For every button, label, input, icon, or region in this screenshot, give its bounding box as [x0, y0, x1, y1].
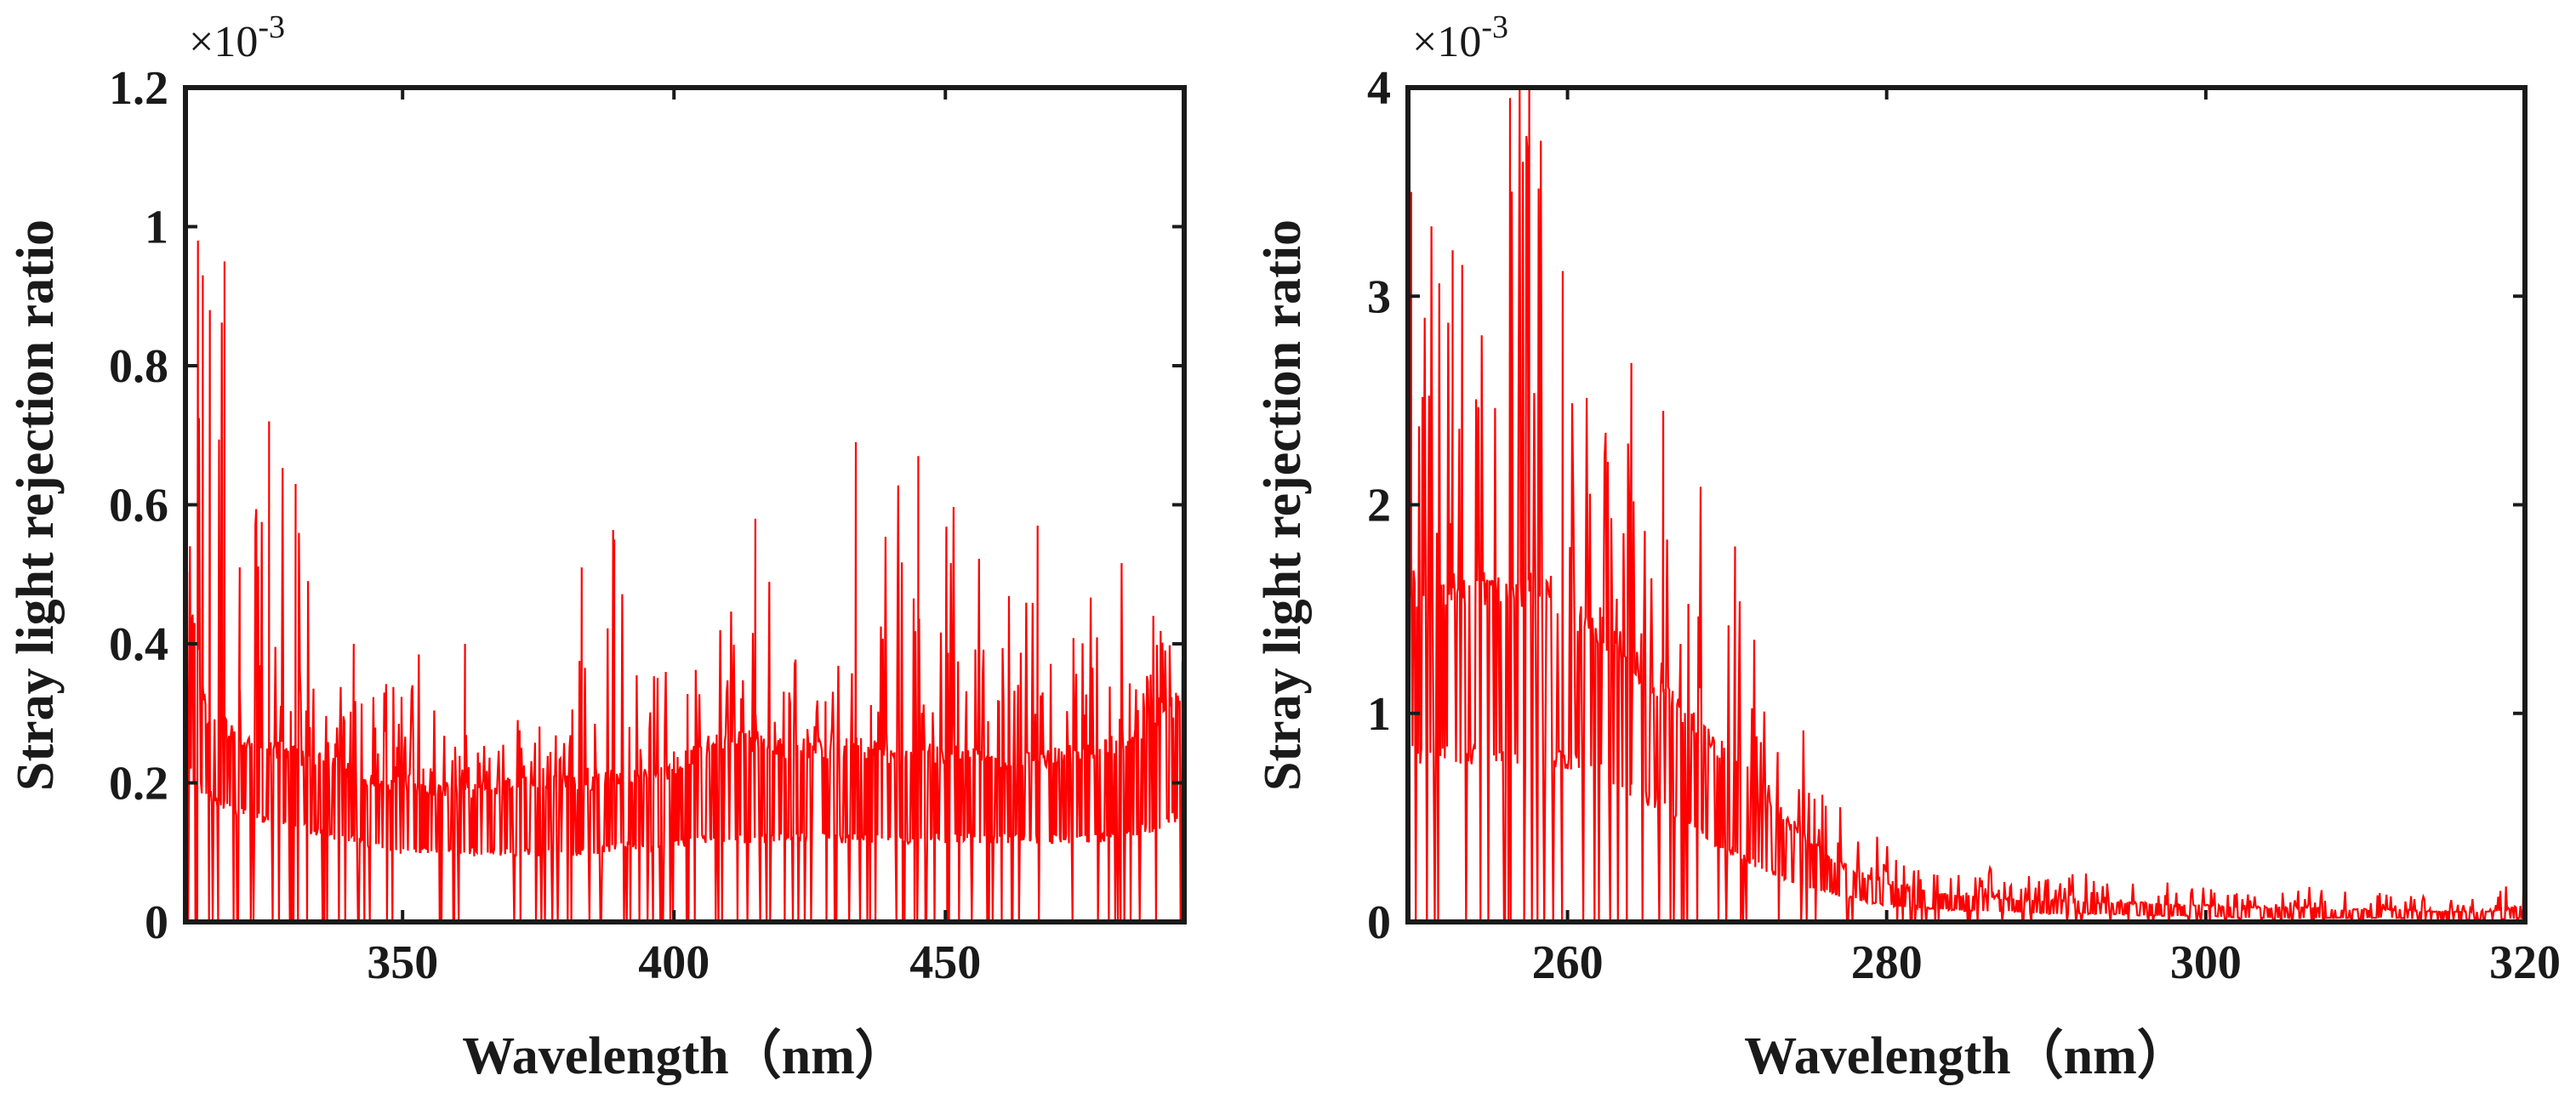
series-line-left-0	[185, 129, 1184, 922]
y-tick-label-left-1: 0.2	[109, 758, 168, 811]
x-tick-label-left-0: 350	[367, 936, 438, 989]
x-tick-label-left-2: 450	[909, 936, 981, 989]
y-multiplier-left: ×10-3	[189, 9, 285, 66]
chart-right: 260 280 300 320 0 1 2 3 4 ×10-3 Stray light reje…	[1254, 9, 2561, 1085]
x-tick-label-left-1: 400	[638, 936, 710, 989]
y-axis-label-left: Stray light rejection ratio	[7, 219, 65, 791]
y-tick-label-right-1: 1	[1367, 688, 1391, 741]
x-tick-label-right-1: 280	[1851, 936, 1923, 989]
chart-left: 350 400 450 0 0.2 0.4 0.6 0.8 1 1.2 ×10-3 Stray l…	[7, 9, 1187, 1085]
y-tick-label-left-3: 0.6	[109, 480, 168, 532]
y-tick-label-left-2: 0.4	[109, 618, 168, 671]
series-layer-right	[1408, 88, 2525, 922]
x-tick-label-right-0: 260	[1532, 936, 1604, 989]
y-tick-label-left-4: 0.8	[109, 340, 168, 393]
ticks-left: 350 400 450 0 0.2 0.4 0.6 0.8 1 1.2	[109, 62, 1184, 989]
y-tick-label-right-4: 4	[1367, 62, 1391, 115]
x-axis-label-right: Wavelength（nm）	[1744, 1026, 2190, 1085]
y-axis-label-right: Stray light rejection ratio	[1254, 219, 1312, 791]
plot-frame-right	[1405, 85, 2528, 924]
y-tick-label-left-6: 1.2	[109, 62, 168, 115]
y-tick-label-left-0: 0	[145, 896, 168, 949]
y-tick-label-right-2: 2	[1367, 480, 1391, 532]
y-multiplier-right: ×10-3	[1412, 9, 1508, 66]
x-tick-label-right-2: 300	[2170, 936, 2242, 989]
y-tick-label-left-5: 1	[145, 202, 168, 254]
series-line-right-0	[1408, 88, 2525, 922]
x-tick-label-right-3: 320	[2489, 936, 2561, 989]
y-tick-label-right-3: 3	[1367, 270, 1391, 323]
y-tick-label-right-0: 0	[1367, 896, 1391, 949]
ticks-right: 260 280 300 320 0 1 2 3 4	[1367, 62, 2561, 989]
series-layer-left	[185, 129, 1184, 922]
x-axis-label-left: Wavelength（nm）	[462, 1026, 908, 1085]
